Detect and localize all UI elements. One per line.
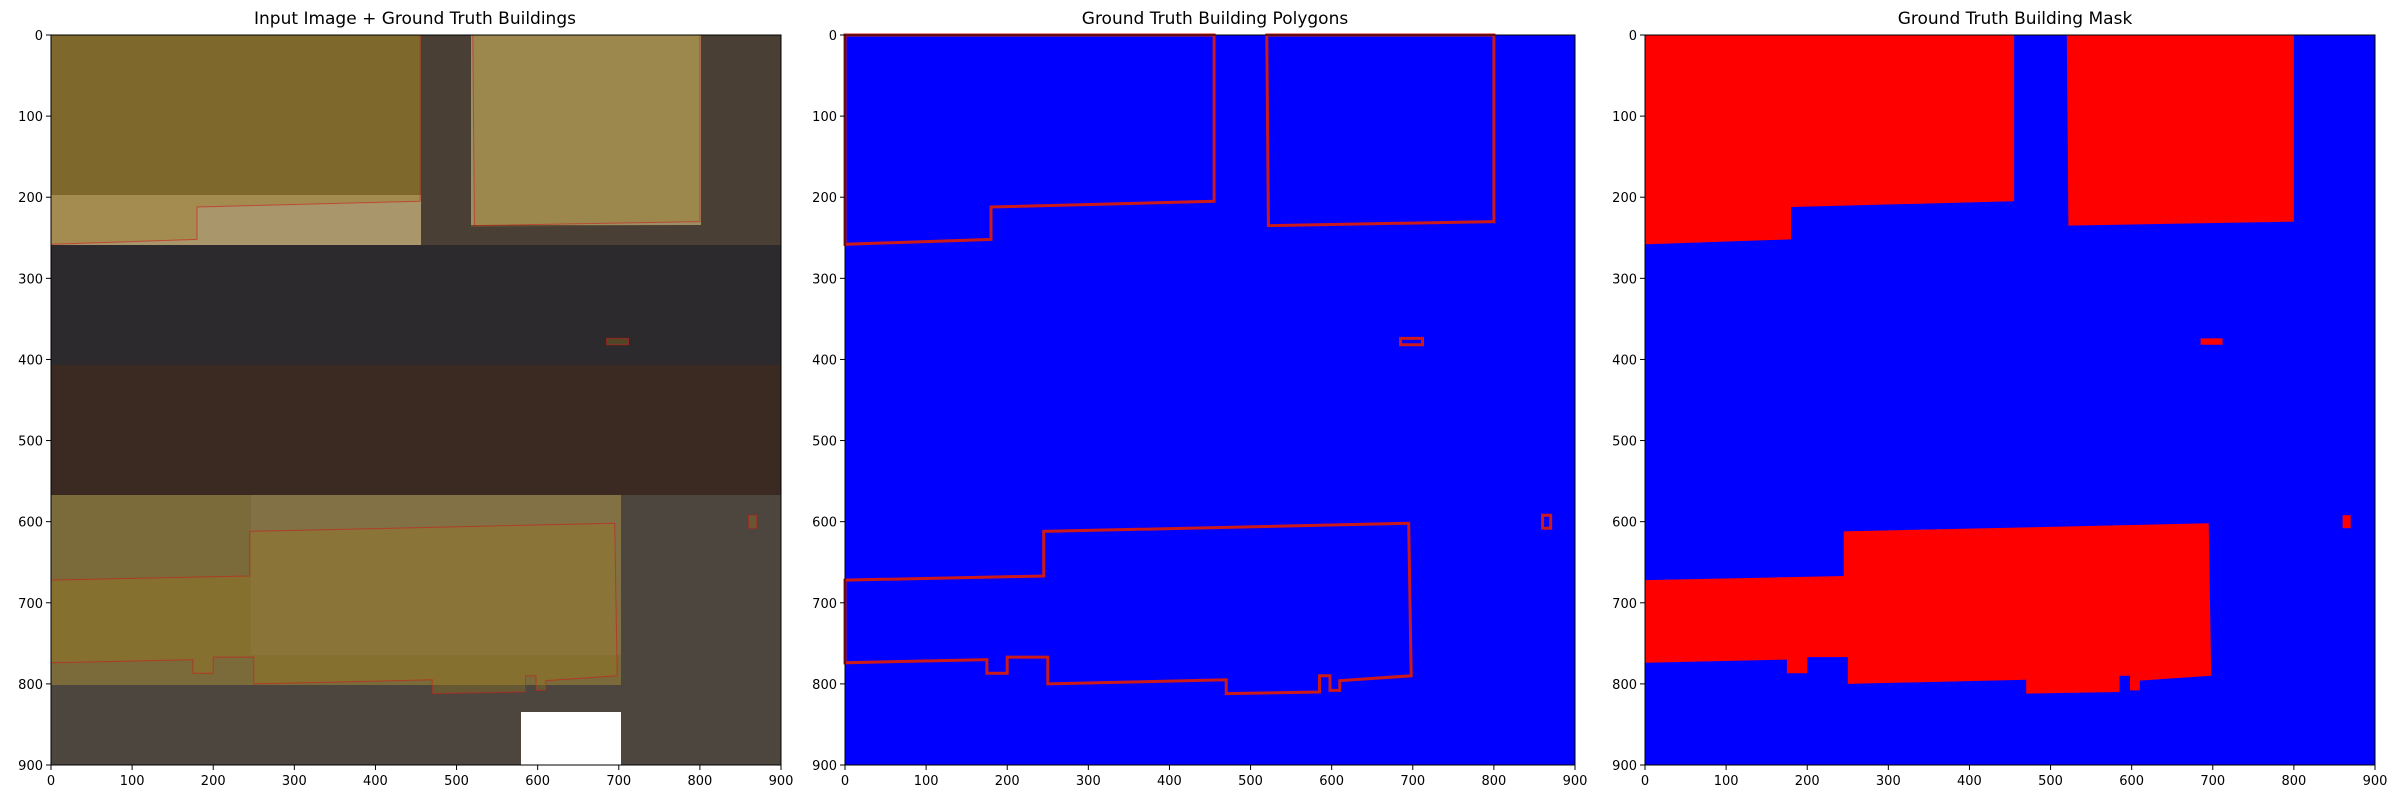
y-tick-label: 0	[1629, 29, 1637, 44]
building-bottom-outline	[843, 521, 1413, 696]
panel-title: Ground Truth Building Mask	[1898, 9, 2133, 29]
building-small-mid-mask	[2200, 338, 2223, 345]
y-tick-label: 500	[1612, 435, 1637, 450]
y-tick-label: 800	[18, 678, 43, 693]
panel-svg: Ground Truth Building Polygons 0 100 200 30…	[812, 9, 1587, 789]
y-tick-label: 400	[1612, 353, 1637, 368]
y-tick-label: 400	[812, 353, 837, 368]
x-tick-label: 600	[2119, 774, 2144, 789]
x-tick-label: 300	[1876, 774, 1901, 789]
polygon-background	[845, 35, 1575, 765]
x-tick-label: 0	[1641, 774, 1649, 789]
panel-input-image: Input Image + Ground Truth Buildings 0 10…	[0, 0, 800, 800]
panel-mask: Ground Truth Building Mask 0 100 200 300 400…	[1600, 0, 2400, 800]
plot-area: 0 100 200 300 400 500 600 700 800 900 0 100 200 300 40…	[1612, 29, 2387, 789]
x-tick-label: 100	[120, 774, 145, 789]
x-tick-label: 100	[914, 774, 939, 789]
y-tick-label: 0	[35, 29, 43, 44]
x-tick-label: 600	[525, 774, 550, 789]
y-tick-label: 0	[829, 29, 837, 44]
plot-frame	[50, 34, 782, 766]
x-tick-label: 800	[2281, 774, 2306, 789]
aerial-lower-roof-light	[251, 495, 621, 655]
y-tick-label: 200	[1612, 191, 1637, 206]
x-tick-label: 900	[1563, 774, 1588, 789]
axis-ticks: 0 100 200 300 400 500 600 700 800 900 0 100 200 300 40…	[812, 29, 1587, 789]
plot-area: 0 100 200 300 400 500 600 700 800 900 0 100 200 300 40…	[18, 29, 793, 789]
plot-frame	[1644, 34, 2376, 766]
y-tick-label: 500	[812, 435, 837, 450]
y-tick-label: 700	[812, 597, 837, 612]
x-tick-label: 800	[687, 774, 712, 789]
x-tick-label: 900	[769, 774, 794, 789]
plot-frame	[844, 34, 1576, 766]
y-tick-label: 400	[18, 353, 43, 368]
building-top-right-mask	[2066, 35, 2294, 226]
y-tick-label: 900	[812, 759, 837, 774]
aerial-rail-band	[51, 365, 781, 495]
x-tick-label: 600	[1319, 774, 1344, 789]
x-tick-label: 300	[1076, 774, 1101, 789]
x-tick-label: 500	[444, 774, 469, 789]
y-tick-label: 900	[1612, 759, 1637, 774]
building-small-right-outline	[1541, 513, 1553, 530]
building-small-mid-overlay	[606, 337, 629, 346]
plot-area: 0 100 200 300 400 500 600 700 800 900 0 100 200 300 40…	[812, 29, 1587, 789]
x-tick-label: 400	[1957, 774, 1982, 789]
x-tick-label: 700	[606, 774, 631, 789]
x-tick-label: 100	[1714, 774, 1739, 789]
panel-polygons: Ground Truth Building Polygons 0 100 200 30…	[800, 0, 1600, 800]
y-tick-label: 800	[812, 678, 837, 693]
axis-ticks: 0 100 200 300 400 500 600 700 800 900 0 100 200 300 40…	[1612, 29, 2387, 789]
x-tick-label: 400	[363, 774, 388, 789]
y-tick-label: 100	[18, 110, 43, 125]
axis-ticks: 0 100 200 300 400 500 600 700 800 900 0 100 200 300 40…	[18, 29, 793, 789]
y-tick-label: 100	[1612, 110, 1637, 125]
y-tick-label: 600	[18, 516, 43, 531]
x-tick-label: 500	[1238, 774, 1263, 789]
building-top-left-mask	[1645, 35, 2015, 245]
x-tick-label: 200	[201, 774, 226, 789]
y-tick-label: 700	[18, 597, 43, 612]
x-tick-label: 700	[2200, 774, 2225, 789]
y-tick-label: 300	[18, 272, 43, 287]
x-tick-label: 400	[1157, 774, 1182, 789]
y-tick-label: 800	[1612, 678, 1637, 693]
building-bottom-mask	[1645, 523, 2212, 694]
x-tick-label: 700	[1400, 774, 1425, 789]
building-bottom-overlay	[50, 522, 618, 695]
panel-title: Input Image + Ground Truth Buildings	[254, 9, 576, 29]
y-tick-label: 300	[1612, 272, 1637, 287]
building-small-right-mask	[2342, 515, 2351, 529]
y-tick-label: 700	[1612, 597, 1637, 612]
y-tick-label: 200	[812, 191, 837, 206]
y-tick-label: 300	[812, 272, 837, 287]
building-top-right-overlay	[472, 34, 701, 227]
x-tick-label: 200	[995, 774, 1020, 789]
panel-svg: Ground Truth Building Mask 0 100 200 300 400…	[1612, 9, 2387, 789]
building-mask	[1645, 35, 2351, 694]
building-small-mid-outline	[1399, 336, 1424, 347]
y-tick-label: 500	[18, 435, 43, 450]
building-small-right-overlay	[748, 514, 758, 529]
aerial-white-truck	[521, 712, 621, 765]
y-tick-label: 600	[1612, 516, 1637, 531]
x-tick-label: 300	[282, 774, 307, 789]
y-tick-label: 900	[18, 759, 43, 774]
x-tick-label: 500	[2038, 774, 2063, 789]
y-tick-label: 600	[812, 516, 837, 531]
panel-title: Ground Truth Building Polygons	[1082, 9, 1349, 29]
x-tick-label: 800	[1481, 774, 1506, 789]
x-tick-label: 0	[841, 774, 849, 789]
x-tick-label: 900	[2363, 774, 2388, 789]
aerial-upper-roof-right-shade	[471, 35, 701, 227]
y-tick-label: 100	[812, 110, 837, 125]
x-tick-label: 200	[1795, 774, 1820, 789]
x-tick-label: 0	[47, 774, 55, 789]
y-tick-label: 200	[18, 191, 43, 206]
panel-svg: Input Image + Ground Truth Buildings 0 10…	[18, 9, 793, 789]
building-overlay	[50, 34, 758, 695]
